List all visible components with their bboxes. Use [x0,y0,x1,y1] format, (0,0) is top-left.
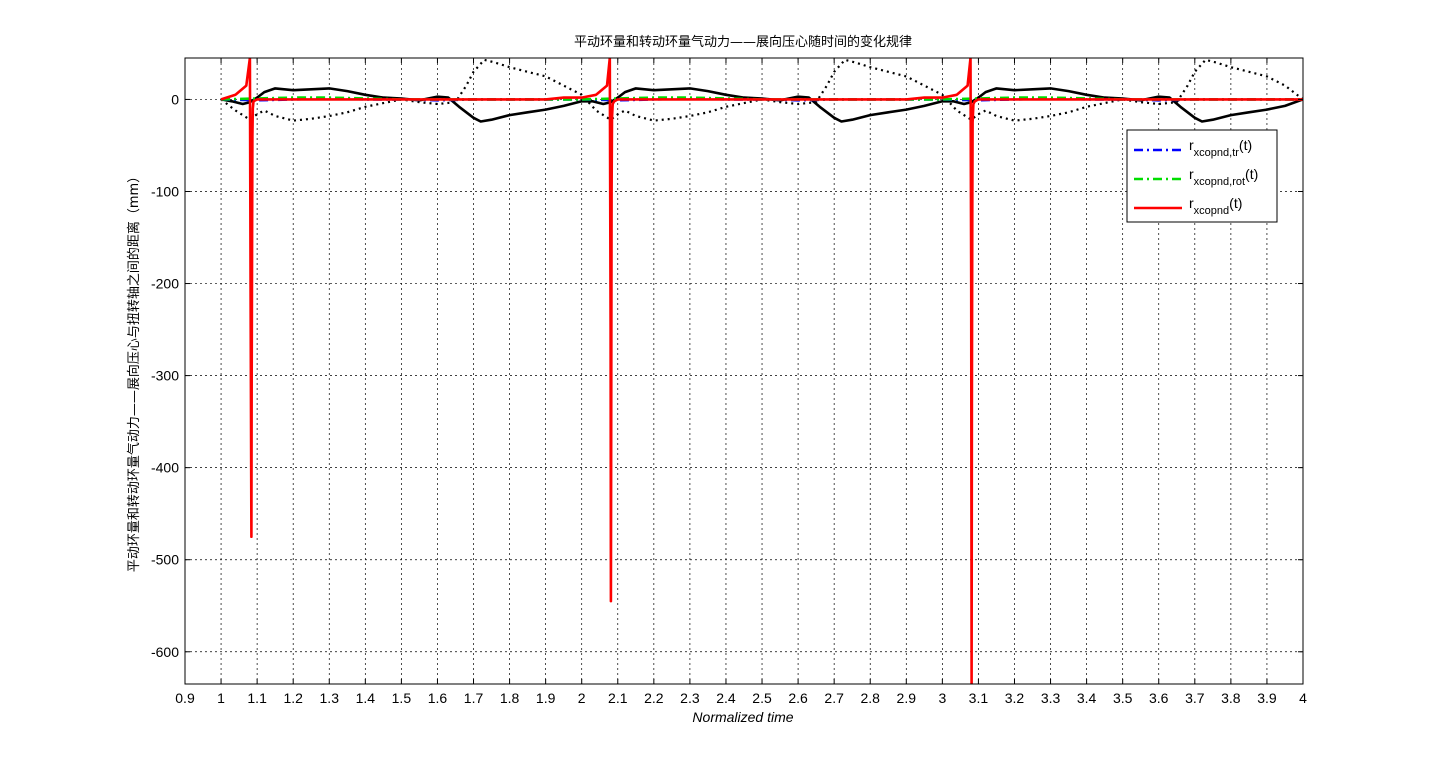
chart-title: 平动环量和转动环量气动力——展向压心随时间的变化规律 [574,34,912,50]
x-tick-label: 3.9 [1257,690,1277,706]
x-tick-label: 2.3 [680,690,700,706]
x-tick-label: 1 [217,690,225,706]
x-tick-label: 1.6 [428,690,448,706]
plot-frame [184,57,1304,685]
x-axis-label: Normalized time [692,709,793,725]
x-tick-label: 2.4 [716,690,736,706]
x-tick-label: 1.2 [283,690,303,706]
x-tick-label: 3.3 [1041,690,1061,706]
x-tick-label: 3.5 [1113,690,1133,706]
x-tick-label: 1.7 [464,690,484,706]
legend-label: rxcopnd,tr(t) [1189,137,1252,159]
x-tick-label: 1.3 [320,690,340,706]
y-tick-label: -500 [151,552,179,568]
y-axis-label: 平动环量和转动环量气动力——展向压心与扭转轴之间的距离（mm） [126,170,142,572]
y-tick-label: -400 [151,460,179,476]
y-tick-label: -200 [151,276,179,292]
x-tick-label: 2.2 [644,690,664,706]
legend-box [1126,129,1278,223]
x-tick-label: 3.2 [1005,690,1025,706]
x-tick-label: 3 [938,690,946,706]
y-tick-label: -600 [151,644,179,660]
x-tick-label: 0.9 [175,690,195,706]
x-tick-label: 4 [1299,690,1307,706]
legend-label: rxcopnd,rot(t) [1189,166,1258,188]
x-tick-label: 1.1 [247,690,267,706]
legend: rxcopnd,tr(t) rxcopnd,rot(t) rxcopnd(t) [1126,129,1278,223]
x-tick-label: 1.5 [392,690,412,706]
x-tick-label: 2.6 [788,690,808,706]
series-layer [220,58,1303,684]
x-tick-label: 1.4 [356,690,376,706]
series-line-red-solid [220,58,1303,684]
legend-label: rxcopnd(t) [1189,195,1242,217]
x-tick-label: 2 [578,690,586,706]
x-tick-label: 3.8 [1221,690,1241,706]
y-tick-label: 0 [171,91,179,107]
y-tick-label: -300 [151,368,179,384]
y-tick-label: -100 [151,183,179,199]
x-tick-label: 3.4 [1077,690,1097,706]
x-tick-label: 3.7 [1185,690,1205,706]
plot-area [185,58,1303,684]
x-tick-label: 1.8 [500,690,520,706]
x-tick-label: 2.7 [824,690,844,706]
x-tick-label: 3.1 [969,690,989,706]
y-axis: 0 -100 -200 -300 -400 -500 -600 [151,91,1303,660]
x-tick-label: 2.1 [608,690,628,706]
x-tick-label: 1.9 [536,690,556,706]
x-tick-label: 3.6 [1149,690,1169,706]
x-tick-label: 2.5 [752,690,772,706]
x-tick-label: 2.8 [860,690,880,706]
x-tick-label: 2.9 [897,690,917,706]
x-axis: 0.9 1 1.1 1.2 1.3 1.4 1.5 1.6 1.7 1.8 1.9 2 2.1 2.2 2.… [175,58,1307,706]
